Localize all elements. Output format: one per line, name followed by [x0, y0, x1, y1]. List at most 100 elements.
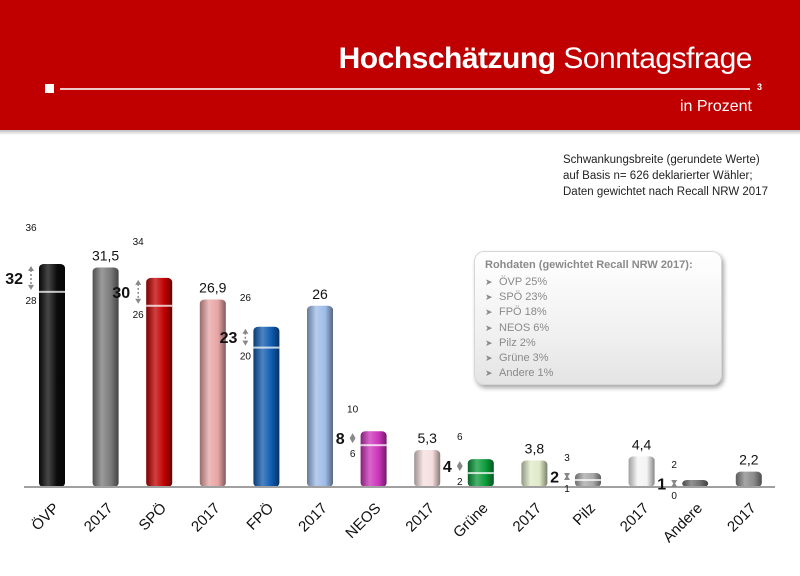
range-arrow-down-icon: [135, 298, 142, 304]
raw-data-box: Rohdaten (gewichtet Recall NRW 2017): ➤ Ö…: [474, 251, 722, 385]
result-2017-value-label: 2,2: [739, 452, 759, 468]
square-bullet-icon: [45, 84, 54, 93]
raw-data-item-label: Pilz 2%: [499, 336, 536, 349]
result-2017-bar: [414, 450, 441, 487]
result-2017-value-label: 31,5: [92, 247, 119, 263]
category-tick-label: 2017: [402, 500, 438, 536]
range-high-label: 3: [564, 453, 570, 464]
range-high-label: 26: [240, 293, 252, 304]
arrowhead-bullet-icon: ➤: [485, 277, 493, 287]
range-arrow-down-icon: [28, 284, 34, 290]
methodology-note: Schwankungsbreite (gerundete Werte) auf …: [563, 152, 768, 200]
raw-data-item: ➤ Grüne 3%: [485, 351, 553, 366]
note-line: Daten gewichtet nach Recall NRW 2017: [563, 186, 768, 198]
range-arrow-down-icon: [456, 466, 463, 472]
raw-data-item: ➤ Andere 1%: [485, 366, 553, 381]
range-arrow-down-icon: [671, 480, 678, 485]
raw-data-item-label: ÖVP 25%: [499, 276, 548, 288]
raw-data-item-label: NEOS 6%: [499, 321, 550, 334]
title-regular: Sonntagsfrage: [563, 42, 752, 75]
estimate-value-label: 32: [5, 271, 23, 288]
category-tick-label: 2017: [81, 500, 117, 536]
header-divider: [60, 88, 750, 90]
arrowhead-bullet-icon: ➤: [485, 368, 493, 379]
raw-data-item-label: Grüne 3%: [499, 352, 549, 365]
range-arrow-up-icon: [456, 461, 463, 467]
range-low-label: 2: [457, 477, 463, 488]
category-tick-label: ÖVP: [28, 499, 63, 534]
range-low-label: 20: [240, 352, 252, 363]
range-low-label: 26: [133, 310, 145, 321]
arrowhead-bullet-icon: ➤: [485, 322, 493, 333]
raw-data-item: ➤ ÖVP 25%: [485, 275, 553, 290]
range-low-label: 0: [671, 491, 677, 502]
range-high-label: 10: [347, 404, 359, 415]
category-tick-label: 2017: [188, 500, 224, 536]
category-tick-label: Andere: [660, 500, 706, 546]
result-2017-value-label: 5,3: [417, 430, 437, 446]
page-title: Hochschätzung Sonntagsfrage: [338, 42, 753, 76]
raw-data-item-label: FPÖ 18%: [499, 306, 547, 319]
range-low-label: 1: [564, 484, 570, 495]
raw-data-item: ➤ Pilz 2%: [485, 336, 553, 351]
category-tick-label: SPÖ: [135, 499, 170, 534]
header-shadow: [0, 130, 800, 135]
estimate-value-label: 23: [220, 330, 238, 347]
range-low-label: 6: [350, 449, 356, 460]
category-tick-label: FPÖ: [243, 499, 278, 534]
title-bold: Hochschätzung: [338, 42, 556, 75]
category-tick-label: 2017: [295, 500, 331, 536]
bar-segment-notch: [253, 346, 280, 349]
header-banner: Hochschätzung Sonntagsfrage 3 in Prozent: [0, 0, 800, 130]
bar-segment-notch: [39, 290, 65, 293]
raw-data-list: ➤ ÖVP 25% ➤ SPÖ 23% ➤ FPÖ 18% ➤ NEOS 6% ➤ Pil…: [485, 275, 553, 381]
category-tick-label: NEOS: [342, 500, 384, 542]
bar-segment-notch: [467, 472, 494, 475]
category-tick-label: 2017: [724, 500, 760, 536]
estimate-value-label: 1: [657, 477, 666, 494]
result-2017-value-label: 26: [312, 286, 328, 302]
result-2017-bar: [199, 299, 226, 487]
range-arrow-down-icon: [242, 340, 249, 346]
raw-data-title: Rohdaten (gewichtet Recall NRW 2017):: [485, 259, 693, 271]
result-2017-bar: [92, 267, 119, 487]
raw-data-item: ➤ NEOS 6%: [485, 321, 553, 336]
result-2017-value-label: 3,8: [525, 441, 545, 457]
category-tick-label: 2017: [617, 500, 653, 536]
arrowhead-bullet-icon: ➤: [485, 337, 493, 348]
note-line: Schwankungsbreite (gerundete Werte): [563, 154, 760, 166]
page-number: 3: [757, 82, 763, 92]
range-high-label: 34: [133, 237, 145, 248]
range-high-label: 2: [671, 460, 677, 471]
estimate-value-label: 2: [550, 470, 559, 487]
category-tick-label: 2017: [510, 500, 546, 536]
range-high-label: 6: [457, 432, 463, 443]
arrowhead-bullet-icon: ➤: [485, 353, 493, 364]
note-line: auf Basis n= 626 deklarierter Wähler;: [563, 170, 753, 182]
range-high-label: 36: [25, 223, 37, 234]
range-arrow-up-icon: [242, 328, 249, 334]
range-low-label: 28: [25, 296, 37, 307]
estimate-value-label: 30: [112, 285, 130, 302]
result-2017-bar: [735, 471, 762, 487]
estimate-value-label: 4: [443, 459, 452, 476]
result-2017-bar: [307, 305, 333, 487]
estimate-bar: [360, 431, 387, 487]
range-arrow-down-icon: [564, 473, 570, 479]
result-2017-value-label: 26,9: [199, 280, 226, 296]
arrowhead-bullet-icon: ➤: [485, 292, 493, 303]
range-arrow-up-icon: [28, 265, 34, 271]
range-arrow-up-icon: [135, 279, 142, 285]
result-2017-bar: [521, 460, 548, 487]
raw-data-item-label: Andere 1%: [499, 367, 554, 380]
raw-data-item-label: SPÖ 23%: [499, 291, 548, 304]
bar-segment-notch: [360, 444, 387, 447]
raw-data-item: ➤ SPÖ 23%: [485, 290, 553, 305]
category-tick-label: Grüne: [450, 500, 492, 542]
estimate-bar: [146, 277, 173, 487]
estimate-bar: [253, 326, 280, 487]
page-subtitle: in Prozent: [679, 98, 752, 115]
result-2017-bar: [628, 456, 655, 487]
bar-segment-notch: [146, 304, 173, 307]
